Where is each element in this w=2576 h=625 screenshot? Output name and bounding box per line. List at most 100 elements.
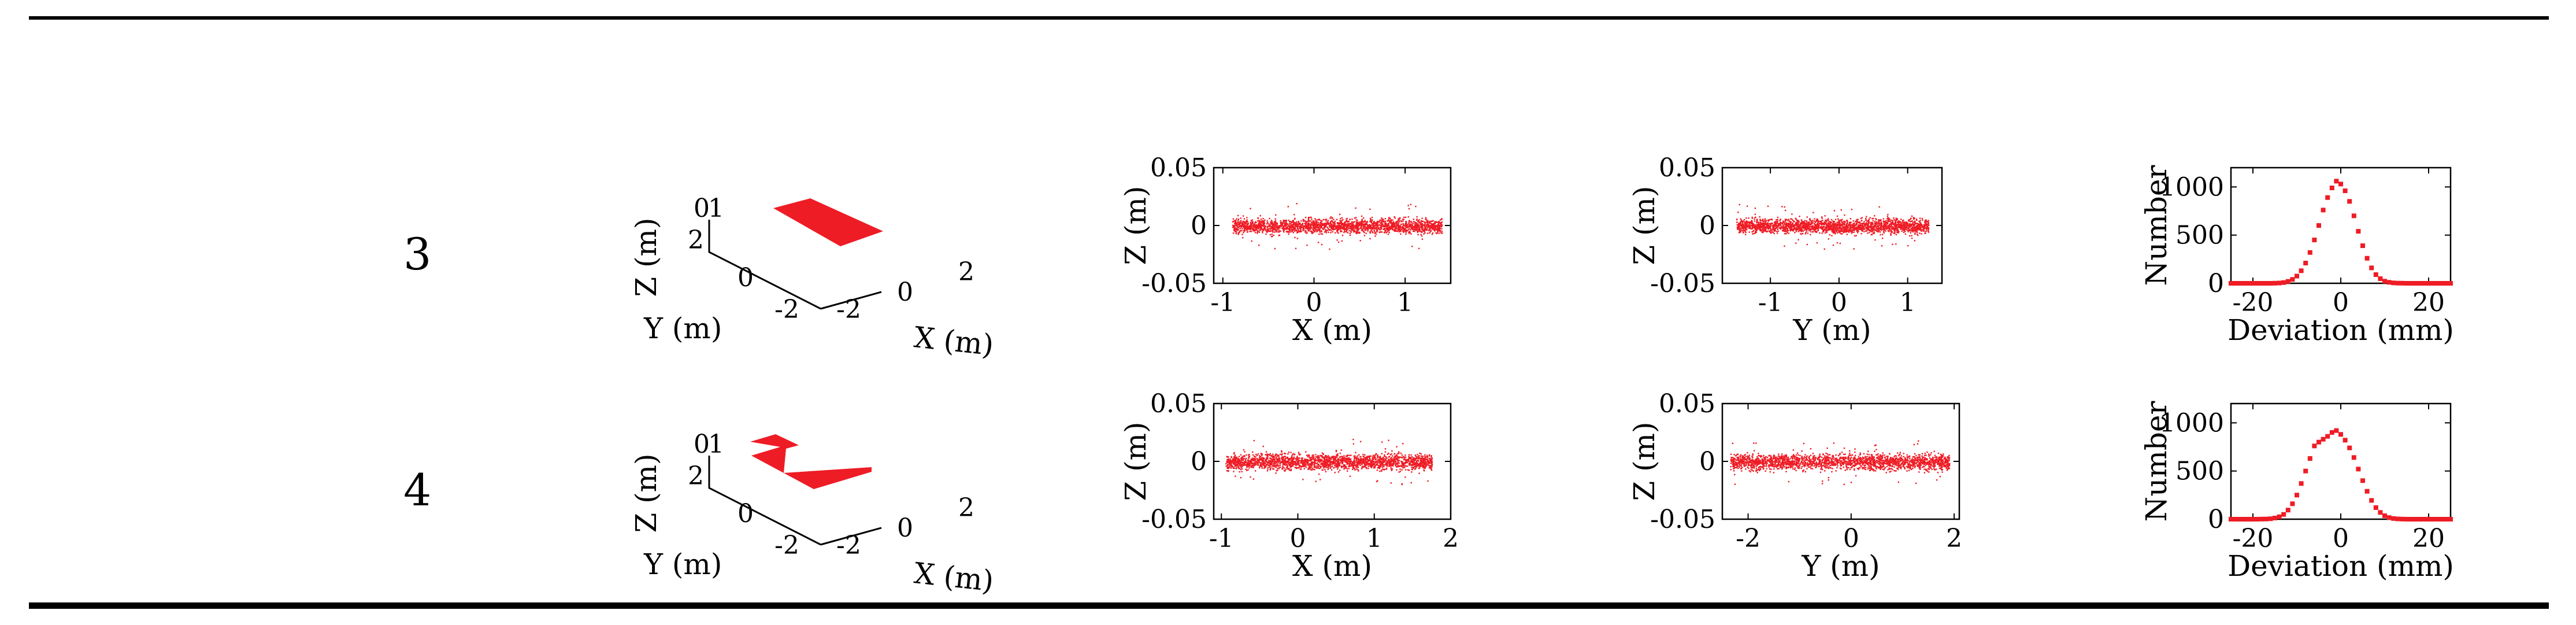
data-point bbox=[1791, 228, 1793, 230]
data-point bbox=[1832, 223, 1834, 224]
data-point bbox=[1895, 225, 1897, 227]
data-point bbox=[1289, 228, 1291, 230]
data-point bbox=[1312, 223, 1314, 224]
data-point bbox=[1285, 223, 1287, 225]
data-point bbox=[1837, 218, 1839, 220]
data-point bbox=[1767, 205, 1769, 207]
data-point bbox=[1395, 223, 1396, 224]
data-point bbox=[1808, 227, 1810, 229]
data-point bbox=[1845, 230, 1847, 232]
data-point bbox=[1419, 223, 1421, 225]
data-point bbox=[1876, 229, 1878, 231]
y-tick-label: 500 bbox=[2175, 221, 2224, 250]
data-point bbox=[1272, 227, 1274, 229]
data-point bbox=[1846, 223, 1848, 225]
data-point bbox=[1870, 234, 1872, 236]
data-point bbox=[1437, 224, 1439, 226]
data-point bbox=[1400, 224, 1402, 225]
data-point bbox=[1435, 232, 1437, 234]
data-point bbox=[1800, 221, 1802, 224]
data-point bbox=[1435, 225, 1437, 227]
data-point bbox=[1825, 223, 1828, 225]
data-point bbox=[1418, 229, 1420, 231]
data-point bbox=[1332, 228, 1334, 230]
data-point bbox=[1822, 227, 1823, 229]
data-point bbox=[1246, 226, 1247, 228]
data-point bbox=[1246, 231, 1248, 233]
data-point bbox=[1393, 228, 1396, 230]
data-point bbox=[1274, 221, 1276, 223]
data-point bbox=[1311, 231, 1313, 233]
data-point bbox=[1919, 221, 1921, 223]
data-point bbox=[1861, 228, 1863, 230]
data-point bbox=[1304, 226, 1306, 228]
data-point bbox=[1396, 458, 1399, 460]
data-point bbox=[1918, 225, 1921, 227]
data-point bbox=[1763, 220, 1765, 223]
data-point bbox=[1384, 224, 1386, 227]
data-point bbox=[1810, 222, 1813, 224]
data-point bbox=[1810, 223, 1813, 225]
data-point bbox=[1381, 220, 1382, 221]
data-point bbox=[1834, 228, 1836, 230]
data-point bbox=[1780, 219, 1781, 220]
data-point bbox=[1886, 216, 1889, 217]
data-point bbox=[1767, 228, 1769, 230]
data-point bbox=[1244, 227, 1246, 229]
data-point bbox=[1789, 228, 1791, 230]
row-label-4: 4 bbox=[403, 464, 432, 516]
data-point bbox=[1325, 226, 1326, 228]
data-point bbox=[1900, 221, 1902, 223]
data-point bbox=[1893, 232, 1895, 234]
data-point bbox=[1876, 223, 1878, 224]
data-point bbox=[1259, 215, 1261, 217]
data-point bbox=[1810, 234, 1811, 236]
data-point bbox=[1359, 221, 1361, 223]
data-point bbox=[1359, 232, 1361, 234]
data-point bbox=[1381, 219, 1383, 220]
data-point bbox=[1810, 231, 1812, 232]
data-point bbox=[1353, 225, 1355, 227]
data-point bbox=[1816, 231, 1818, 233]
data-point bbox=[1426, 221, 1428, 223]
data-point bbox=[1854, 222, 1855, 224]
data-point bbox=[1406, 225, 1409, 227]
data-point bbox=[1330, 466, 1332, 468]
data-point bbox=[1396, 221, 1398, 223]
data-point bbox=[1405, 231, 1407, 234]
data-point bbox=[1257, 217, 1259, 219]
data-point bbox=[1310, 224, 1313, 226]
data-point bbox=[1339, 223, 1341, 224]
data-point bbox=[1274, 463, 1276, 465]
data-point bbox=[1904, 224, 1906, 225]
data-point bbox=[1354, 463, 1355, 465]
data-point bbox=[1867, 224, 1869, 226]
data-point bbox=[1402, 223, 1404, 224]
data-point bbox=[1797, 229, 1799, 231]
data-point bbox=[1290, 221, 1292, 223]
data-point bbox=[1314, 224, 1316, 226]
data-point bbox=[1249, 225, 1251, 228]
data-point bbox=[1430, 456, 1432, 458]
data-point bbox=[1806, 228, 1808, 230]
data-point bbox=[1409, 232, 1410, 234]
data-point bbox=[1907, 225, 1909, 227]
data-point bbox=[1747, 225, 1749, 227]
data-point bbox=[1336, 230, 1338, 232]
data-point bbox=[1435, 223, 1436, 224]
data-point bbox=[1321, 230, 1322, 232]
data-point bbox=[1417, 227, 1418, 228]
data-point bbox=[1892, 231, 1893, 233]
data-point bbox=[1393, 225, 1395, 227]
data-point bbox=[1921, 217, 1923, 220]
data-point bbox=[1426, 225, 1428, 227]
data-point bbox=[1336, 227, 1338, 228]
data-point bbox=[1357, 231, 1359, 234]
data-point bbox=[1247, 223, 1249, 224]
data-point bbox=[1292, 221, 1293, 223]
y-tick-0: 0 bbox=[737, 499, 754, 528]
data-point bbox=[2400, 280, 2405, 286]
data-point bbox=[1761, 231, 1763, 234]
data-point bbox=[1909, 230, 1911, 232]
data-point bbox=[1895, 221, 1896, 223]
